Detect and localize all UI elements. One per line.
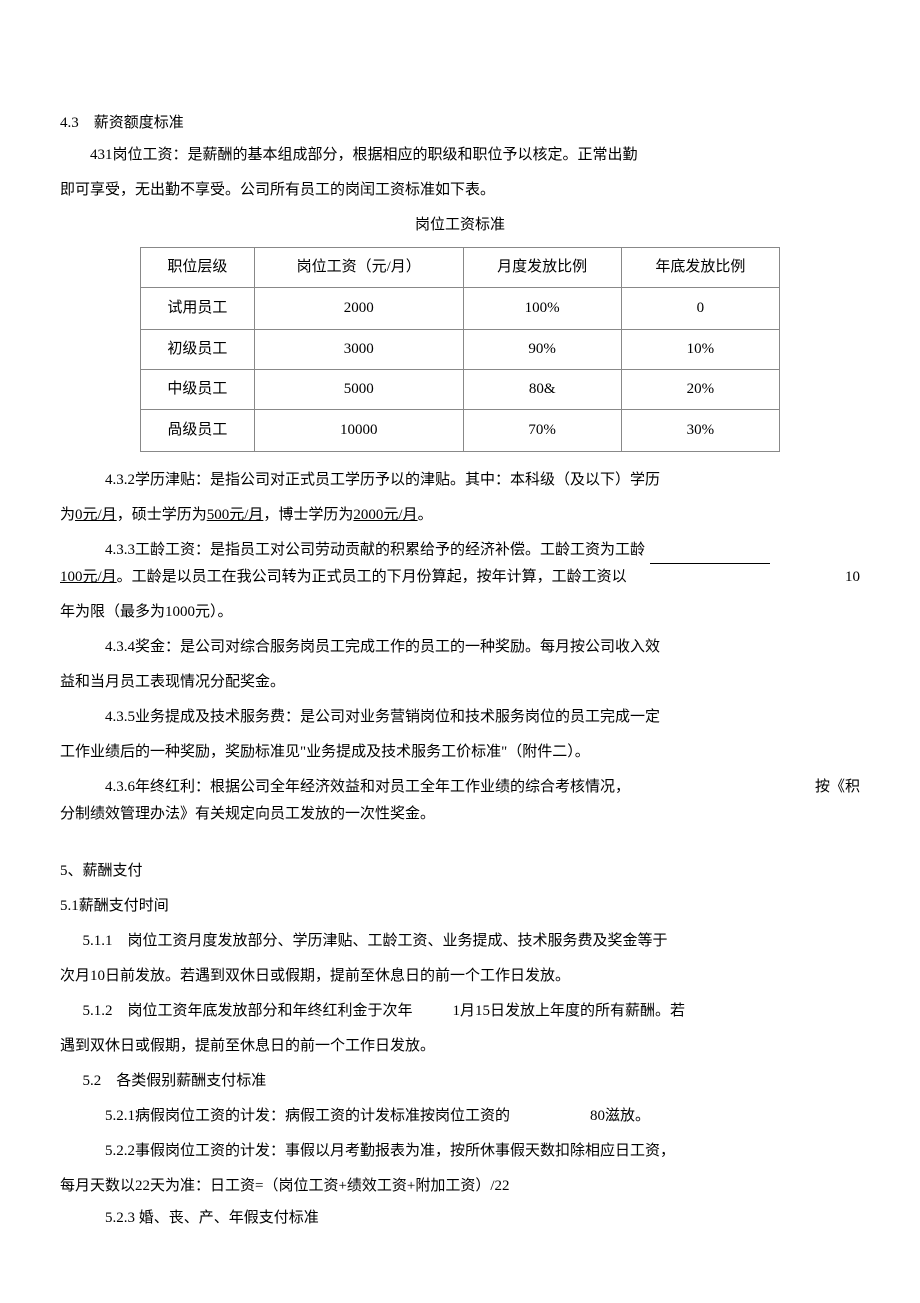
text-a: 5.2.1病假岗位工资的计发：病假工资的计发标准按岗位工资的: [60, 1103, 510, 1130]
table-row: 试用员工 2000 100% 0: [141, 288, 780, 330]
cell: 0: [621, 288, 779, 330]
text: 为: [60, 507, 75, 523]
text-right: 按《积: [815, 774, 860, 801]
heading-5-2: 5.2 各类假别薪酬支付标准: [83, 1068, 861, 1095]
cell: 试用员工: [141, 288, 255, 330]
blank-line: [650, 563, 770, 564]
text-left: 100元/月。工龄是以员工在我公司转为正式员工的下月份算起，按年计算，工龄工资以: [60, 564, 627, 591]
text: 4.3.3工龄工资：是指员工对公司劳动贡献的积累给予的经济补偿。工龄工资为工龄: [60, 537, 770, 564]
para-434-line1: 4.3.4奖金：是公司对综合服务岗员工完成工作的员工的一种奖励。每月按公司收入效: [60, 634, 860, 661]
para-432-line1: 4.3.2学历津贴：是指公司对正式员工学历予以的津贴。其中：本科级（及以下）学历: [60, 467, 860, 494]
cell: 3000: [254, 330, 463, 370]
table-row: 初级员工 3000 90% 10%: [141, 330, 780, 370]
cell: 10000: [254, 410, 463, 452]
cell: 20%: [621, 370, 779, 410]
para-522-line2: 每月天数以22天为准：日工资=（岗位工资+绩效工资+附加工资）/22: [60, 1173, 860, 1200]
cell: 30%: [621, 410, 779, 452]
th-salary: 岗位工资（元/月）: [254, 248, 463, 288]
th-yearly: 年底发放比例: [621, 248, 779, 288]
text-b: 80滋放。: [590, 1103, 650, 1130]
table-title: 岗位工资标准: [60, 212, 860, 239]
para-433-line3: 年为限（最多为1000元）。: [60, 599, 860, 626]
para-512-line1: 5.1.2 岗位工资年底发放部分和年终红利金于次年 1月15日发放上年度的所有薪…: [60, 998, 860, 1025]
underline-0: 0元/月: [75, 507, 117, 523]
para-522-line1: 5.2.2事假岗位工资的计发：事假以月考勤报表为准，按所休事假天数扣除相应日工资…: [60, 1138, 860, 1165]
para-433-line2: 100元/月。工龄是以员工在我公司转为正式员工的下月份算起，按年计算，工龄工资以…: [60, 564, 860, 591]
underline-100: 100元/月: [60, 569, 117, 585]
cell: 90%: [463, 330, 621, 370]
para-511-line1: 5.1.1 岗位工资月度发放部分、学历津贴、工龄工资、业务提成、技术服务费及奖金…: [83, 928, 861, 955]
cell: 10%: [621, 330, 779, 370]
cell: 中级员工: [141, 370, 255, 410]
underline-500: 500元/月: [207, 507, 264, 523]
text: ，博士学历为: [263, 507, 353, 523]
cell: 70%: [463, 410, 621, 452]
underline-2000: 2000元/月: [353, 507, 417, 523]
th-monthly: 月度发放比例: [463, 248, 621, 288]
heading-5-1: 5.1薪酬支付时间: [60, 893, 860, 920]
cell: 2000: [254, 288, 463, 330]
text: 4.3.3工龄工资：是指员工对公司劳动贡献的积累给予的经济补偿。工龄工资为工龄: [105, 542, 645, 558]
cell: 咼级员工: [141, 410, 255, 452]
heading-5: 5、薪酬支付: [60, 858, 860, 885]
para-521: 5.2.1病假岗位工资的计发：病假工资的计发标准按岗位工资的 80滋放。: [60, 1103, 860, 1130]
para-511-line2: 次月10日前发放。若遇到双休日或假期，提前至休息日的前一个工作日发放。: [60, 963, 860, 990]
th-level: 职位层级: [141, 248, 255, 288]
para-436-line2: 分制绩效管理办法》有关规定向员工发放的一次性奖金。: [60, 801, 860, 828]
para-432-line2: 为0元/月，硕士学历为500元/月，博士学历为2000元/月。: [60, 502, 860, 529]
cell: 初级员工: [141, 330, 255, 370]
table-header-row: 职位层级 岗位工资（元/月） 月度发放比例 年底发放比例: [141, 248, 780, 288]
text-b: 1月15日发放上年度的所有薪酬。若: [453, 998, 686, 1025]
cell: 80&: [463, 370, 621, 410]
text: ，硕士学历为: [117, 507, 207, 523]
para-434-line2: 益和当月员工表现情况分配奖金。: [60, 669, 860, 696]
para-431-line2: 即可享受，无出勤不享受。公司所有员工的岗闰工资标准如下表。: [60, 177, 860, 204]
text-a: 5.1.2 岗位工资年底发放部分和年终红利金于次年: [83, 998, 413, 1025]
para-523: 5.2.3 婚、丧、产、年假支付标准: [60, 1205, 860, 1232]
heading-4-3: 4.3 薪资额度标准: [60, 110, 860, 137]
para-435-line1: 4.3.5业务提成及技术服务费：是公司对业务营销岗位和技术服务岗位的员工完成一定: [60, 704, 860, 731]
table-row: 中级员工 5000 80& 20%: [141, 370, 780, 410]
cell: 100%: [463, 288, 621, 330]
table-row: 咼级员工 10000 70% 30%: [141, 410, 780, 452]
para-436-line1: 4.3.6年终红利：根据公司全年经济效益和对员工全年工作业绩的综合考核情况， 按…: [60, 774, 860, 801]
para-435-line2: 工作业绩后的一种奖励，奖励标准见"业务提成及技术服务工价标准"（附件二）。: [60, 739, 860, 766]
para-433-line1: 4.3.3工龄工资：是指员工对公司劳动贡献的积累给予的经济补偿。工龄工资为工龄: [60, 537, 860, 564]
para-431-line1: 431岗位工资：是薪酬的基本组成部分，根据相应的职级和职位予以核定。正常出勤: [60, 142, 860, 169]
text-right: 10: [845, 564, 860, 591]
text: 。: [418, 507, 433, 523]
salary-table: 职位层级 岗位工资（元/月） 月度发放比例 年底发放比例 试用员工 2000 1…: [140, 247, 780, 452]
text-left: 4.3.6年终红利：根据公司全年经济效益和对员工全年工作业绩的综合考核情况，: [60, 774, 630, 801]
cell: 5000: [254, 370, 463, 410]
para-512-line2: 遇到双休日或假期，提前至休息日的前一个工作日发放。: [60, 1033, 860, 1060]
text: 。工龄是以员工在我公司转为正式员工的下月份算起，按年计算，工龄工资以: [117, 569, 627, 585]
